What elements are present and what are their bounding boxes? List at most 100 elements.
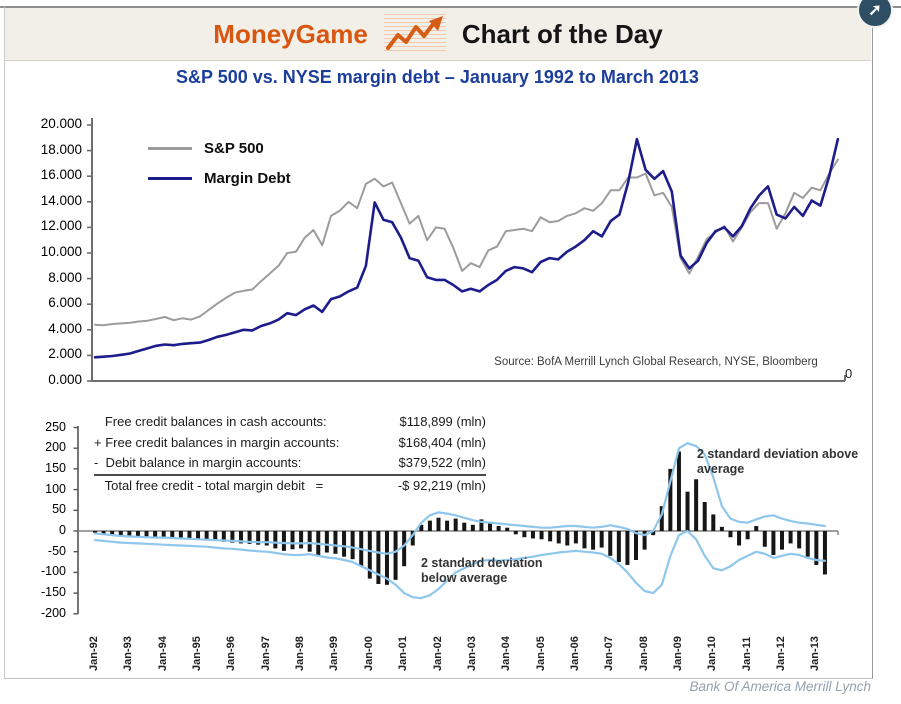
bar xyxy=(728,531,733,538)
chart-title: S&P 500 vs. NYSE margin debt – January 1… xyxy=(176,67,699,87)
bar xyxy=(651,531,656,536)
bar xyxy=(135,531,140,537)
bar xyxy=(616,531,621,563)
bar xyxy=(324,531,329,553)
bar xyxy=(221,531,226,542)
bar xyxy=(496,526,501,531)
sp500-line-sample xyxy=(148,146,192,150)
bar xyxy=(737,531,742,546)
bar xyxy=(771,531,776,556)
bar xyxy=(659,506,664,531)
bar xyxy=(367,531,372,579)
bar xyxy=(634,531,639,560)
bar xyxy=(513,531,518,535)
corner-glyph: ➚ xyxy=(868,2,882,19)
legend-label-margin-debt: Margin Debt xyxy=(204,169,291,187)
legend-item-sp500: S&P 500 xyxy=(148,133,291,163)
row-label: + Free credit balances in margin account… xyxy=(94,434,340,450)
bar xyxy=(762,531,767,547)
bar xyxy=(256,531,261,545)
bar xyxy=(685,491,690,531)
bar xyxy=(161,531,166,539)
annotation-below-average: 2 standard deviation below average xyxy=(421,556,543,585)
legend-label-sp500: S&P 500 xyxy=(204,139,264,157)
header-title: Chart of the Day xyxy=(461,18,663,49)
bar xyxy=(530,531,535,539)
margin-debt-line xyxy=(93,137,840,359)
bar xyxy=(488,521,493,531)
bar xyxy=(676,451,681,531)
bar xyxy=(814,531,819,565)
row-label: Total free credit - total margin debit = xyxy=(94,477,324,493)
bar xyxy=(470,524,475,531)
bar xyxy=(548,531,553,542)
bar xyxy=(754,526,759,531)
bar xyxy=(281,531,286,551)
annotation-above-average: 2 standard deviation above average xyxy=(697,447,859,476)
bar xyxy=(307,531,312,552)
table-row: + Free credit balances in margin account… xyxy=(94,433,486,454)
bar xyxy=(556,531,561,544)
bar xyxy=(299,531,304,549)
bar xyxy=(625,531,630,565)
bar xyxy=(101,531,106,534)
legend: S&P 500 Margin Debt xyxy=(148,133,291,193)
bar xyxy=(290,531,295,550)
legend-item-margin-debt: Margin Debt xyxy=(148,163,291,193)
bar xyxy=(419,524,424,531)
bar xyxy=(393,531,398,580)
expand-arrow-icon[interactable]: ➚ xyxy=(857,0,893,28)
bar xyxy=(805,531,810,557)
row-value: $168,404 (mln) xyxy=(398,434,486,450)
bar xyxy=(462,522,467,531)
row-label: - Debit balance in margin accounts: xyxy=(94,455,302,470)
bar xyxy=(436,517,441,531)
bar xyxy=(127,531,132,536)
bar xyxy=(273,531,278,549)
bar xyxy=(582,531,587,549)
2-standard-deviation-above-average-line xyxy=(93,442,827,555)
bar xyxy=(599,531,604,548)
row-value: $118,899 (mln) xyxy=(399,414,486,429)
bar xyxy=(247,531,252,544)
bar xyxy=(788,531,793,544)
bar xyxy=(196,531,201,540)
brand-moneygame: MoneyGame xyxy=(213,18,368,49)
bar xyxy=(445,520,450,531)
bar xyxy=(427,520,432,531)
bar xyxy=(238,531,243,544)
bar xyxy=(608,531,613,556)
bar xyxy=(745,531,750,540)
2-standard-deviation-below-average-line xyxy=(93,529,827,600)
bar xyxy=(93,531,97,533)
bar xyxy=(505,527,510,531)
bar xyxy=(780,531,784,550)
bar xyxy=(187,531,192,539)
bar xyxy=(376,531,381,584)
bar xyxy=(213,531,218,541)
bar xyxy=(694,479,699,531)
bar xyxy=(642,531,647,550)
header-band: MoneyGame Chart of the Day xyxy=(5,8,871,61)
table-row-underlined: - Debit balance in margin accounts: $379… xyxy=(94,453,486,476)
bar xyxy=(384,531,389,585)
footer-credit: Bank Of America Merrill Lynch xyxy=(689,679,871,694)
row-value: -$ 92,219 (mln) xyxy=(397,477,486,493)
axis-end-label: 0 xyxy=(845,366,853,381)
bar xyxy=(333,531,338,554)
bar xyxy=(591,531,596,550)
bar xyxy=(522,531,527,538)
bar xyxy=(573,531,578,544)
row-label: Free credit balances in cash accounts: xyxy=(94,414,327,429)
bar xyxy=(539,531,544,540)
bar xyxy=(668,468,673,531)
bar xyxy=(118,531,123,536)
source-note: Source: BofA Merrill Lynch Global Resear… xyxy=(494,356,818,368)
bar xyxy=(453,518,458,531)
bar xyxy=(264,531,269,546)
bar xyxy=(204,531,209,541)
bar xyxy=(153,531,158,538)
bar xyxy=(822,531,827,575)
bar xyxy=(110,531,115,535)
